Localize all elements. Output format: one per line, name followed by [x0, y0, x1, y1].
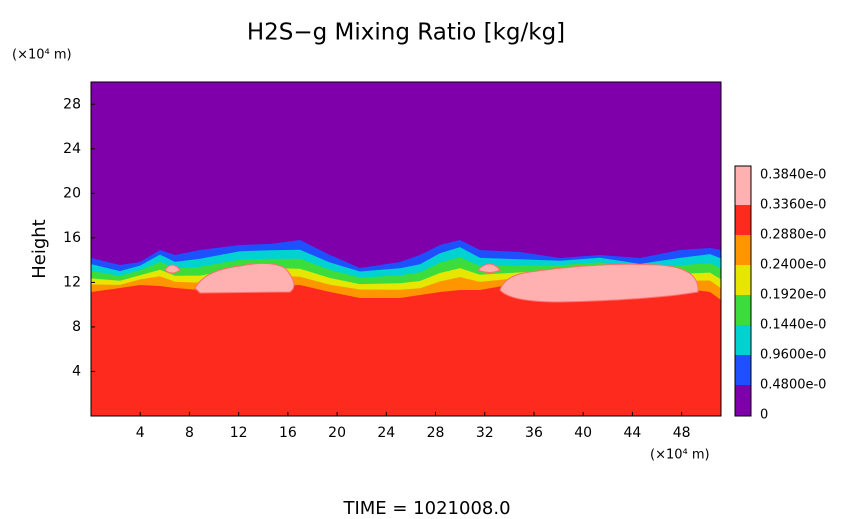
x-tick-label: 16 [279, 425, 297, 441]
contour-band [477, 263, 501, 273]
y-tick-label: 4 [72, 363, 81, 379]
x-tick-label: 12 [230, 425, 248, 441]
colorbar-label: 0.9600e-0 [760, 348, 826, 363]
y-tick-label: 28 [63, 96, 81, 112]
y-tick-label: 20 [63, 185, 81, 201]
y-axis-label: Height [29, 219, 50, 279]
field [91, 82, 721, 416]
colorbar-frame [734, 165, 752, 417]
colorbar-segment [735, 166, 751, 205]
contour-band [499, 263, 699, 303]
y-tick-label: 12 [63, 274, 81, 290]
x-unit: (×10⁴ m) [650, 448, 710, 463]
x-tick-label: 36 [525, 425, 543, 441]
colorbar-label: 0.2400e-0 [760, 258, 826, 273]
y-unit: (×10⁴ m) [12, 48, 72, 63]
x-tick-label: 40 [574, 425, 592, 441]
colorbar-segment [735, 385, 751, 416]
colorbar-label: 0.3840e-0 [760, 168, 826, 183]
colorbar-label: 0.1440e-0 [760, 318, 826, 333]
y-tick-label: 8 [72, 319, 81, 335]
x-tick-label: 20 [328, 425, 346, 441]
y-tick-label: 24 [63, 141, 81, 157]
colorbar-label: 0 [760, 408, 768, 423]
plot-frame [90, 81, 722, 417]
contour-band [91, 278, 721, 416]
colorbar-segment [735, 325, 751, 355]
colorbar-label: 0.2880e-0 [760, 228, 826, 243]
x-tick-label: 32 [476, 425, 494, 441]
colorbar-segment [735, 355, 751, 385]
colorbar-label: 0.3360e-0 [760, 198, 826, 213]
colorbar-label: 0.1920e-0 [760, 288, 826, 303]
chart-title: H2S−g Mixing Ratio [kg/kg] [247, 20, 565, 46]
colorbar-segment [735, 205, 751, 235]
contour-band [194, 262, 295, 294]
x-tick-label: 8 [185, 425, 194, 441]
y-tick-label: 16 [63, 230, 81, 246]
x-tick-label: 28 [427, 425, 445, 441]
x-tick-label: 4 [136, 425, 145, 441]
colorbar-segment [735, 265, 751, 295]
colorbar-label: 0.4800e-0 [760, 378, 826, 393]
contour-band [164, 264, 181, 274]
x-tick-label: 24 [377, 425, 395, 441]
colorbar-segment [735, 235, 751, 265]
footer: TIME = 1021008.0 [342, 498, 510, 519]
colorbar-segment [735, 295, 751, 325]
x-tick-label: 48 [673, 425, 691, 441]
x-tick-label: 44 [623, 425, 641, 441]
